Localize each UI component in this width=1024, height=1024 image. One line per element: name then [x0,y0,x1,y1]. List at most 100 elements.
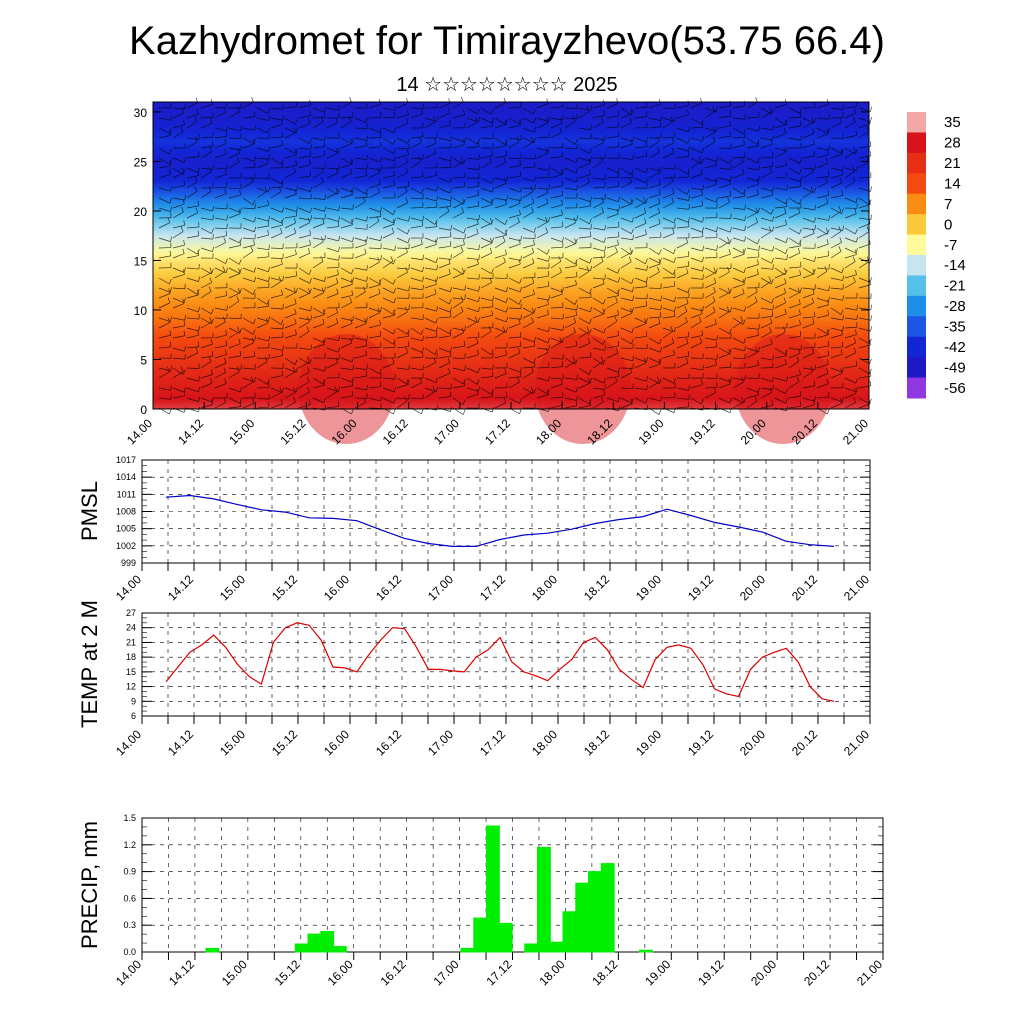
wind-barb-flag [686,298,689,304]
wind-barb [732,253,745,259]
wind-barb [396,162,408,169]
wind-barb-flag [254,125,256,131]
wind-barb [858,231,870,239]
wind-barb-flag [603,110,606,116]
wind-barb [214,135,227,139]
wind-barb-flag [590,196,592,202]
wind-barb [760,307,773,311]
wind-barb [438,362,450,369]
wind-barb [480,396,493,399]
wind-barb-flag [422,364,424,371]
wind-barb [466,194,479,199]
wind-barb-flag [768,226,772,232]
wind-barb [606,176,619,179]
wind-barb [732,277,745,283]
wind-barb [340,237,353,243]
wind-barb-flag [365,340,368,346]
wind-barb-flag [853,107,857,113]
wind-barb-flag [756,269,759,275]
wind-barb-flag [450,135,452,141]
wind-barb-flag [505,307,508,313]
wind-barb [606,115,619,119]
wind-barb-flag [728,249,731,255]
y-tick-label: 1.5 [123,813,136,823]
wind-barb [340,116,353,119]
wind-barb [340,357,353,363]
wind-barb [480,137,494,139]
wind-barb [186,287,198,295]
p4-x-tick-label: 17.00 [431,957,462,988]
wind-barb-flag [798,199,802,205]
wind-barb [522,117,535,124]
wind-barb [578,197,591,202]
wind-barb-flag [461,327,465,333]
wind-barb [592,347,605,351]
wind-barb-flag [518,198,521,204]
wind-barb-flag [309,207,312,213]
wind-barb [158,174,171,179]
wind-barb-flag [324,276,326,282]
wind-barb-flag [617,110,620,117]
wind-barb [816,334,829,339]
wind-barb-flag [701,330,704,336]
wind-barb-flag [629,177,632,183]
wind-barb [578,147,590,154]
wind-barb [410,197,423,200]
wind-barb [816,287,829,292]
wind-barb [298,137,310,144]
wind-barb-flag [198,386,200,392]
wind-barb [200,151,212,159]
wind-barb-flag [741,156,744,163]
cross-section-y-tick-label: 0 [140,403,147,417]
wind-barb-flag [838,206,842,212]
wind-barb [452,345,465,349]
wind-barb [480,387,492,395]
wind-barb [298,207,311,214]
wind-barb [172,371,184,379]
wind-barb [172,244,185,249]
wind-barb [508,263,521,269]
wind-barb [816,103,829,109]
wind-barb [620,122,632,129]
wind-barb [830,307,842,315]
wind-barb [816,227,828,235]
wind-barb [536,167,549,171]
wind-barb [410,356,423,359]
wind-barb-flag [632,234,634,240]
wind-barb [158,255,171,259]
wind-barb [564,284,577,289]
wind-barb [802,352,815,359]
wind-barb [410,136,423,139]
wind-barb-flag [338,216,340,222]
wind-barb-flag [238,259,242,265]
wind-barb-flag [351,268,354,275]
wind-barb-flag [447,107,451,113]
wind-barb [732,347,745,352]
wind-barb [256,277,269,282]
wind-barb [774,377,787,382]
wind-barb [592,327,605,334]
wind-barb-flag [463,228,466,234]
wind-barb [760,392,772,399]
wind-barb-flag [350,138,353,144]
wind-barb-flag [589,258,592,264]
wind-barb [382,116,395,119]
wind-barb [298,361,310,369]
wind-barb-flag [716,335,718,341]
wind-barb-flag [799,401,802,407]
wind-barb [844,247,856,254]
wind-barb [788,405,801,409]
wind-barb [718,377,731,382]
wind-barb [326,282,339,289]
wind-barb [578,377,590,384]
wind-barb [564,345,577,349]
wind-barb [760,297,772,304]
wind-barb-flag [702,305,704,312]
wind-barb-flag [604,384,606,390]
wind-barb-flag [225,131,228,137]
wind-barb-flag [757,330,760,336]
wind-barb-flag [673,326,676,333]
wind-barb [802,267,814,275]
wind-barb [634,137,647,143]
wind-barb [452,301,464,309]
